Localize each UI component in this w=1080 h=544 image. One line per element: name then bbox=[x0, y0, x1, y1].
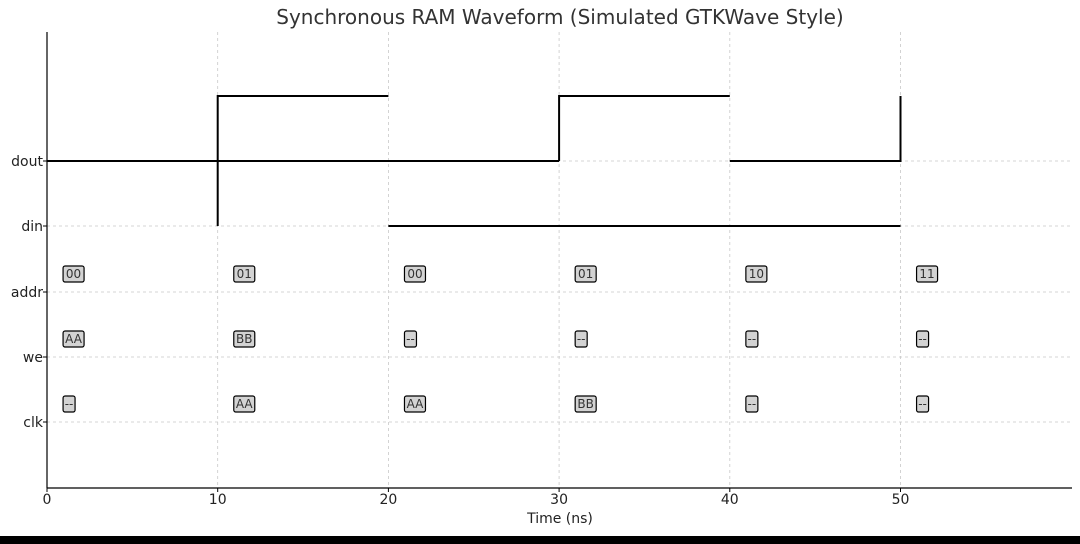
value-box-we: -- bbox=[403, 330, 418, 348]
value-box-addr: 11 bbox=[915, 265, 939, 283]
value-box-label: -- bbox=[748, 397, 757, 411]
value-box-rect bbox=[915, 395, 930, 413]
value-box-label: 00 bbox=[407, 267, 422, 281]
value-box-rect bbox=[403, 330, 418, 348]
value-box-label: AA bbox=[236, 397, 254, 411]
value-box-label: 01 bbox=[237, 267, 252, 281]
value-box-addr: 00 bbox=[62, 265, 85, 283]
value-box-addr: 01 bbox=[233, 265, 256, 283]
value-box-rect bbox=[915, 330, 930, 348]
value-box-label: AA bbox=[65, 332, 83, 346]
value-box-we: -- bbox=[745, 330, 759, 348]
value-box-label: 10 bbox=[749, 267, 764, 281]
chart-title: Synchronous RAM Waveform (Simulated GTKW… bbox=[276, 5, 843, 29]
value-box-clk: AA bbox=[233, 395, 256, 413]
value-box-rect bbox=[745, 330, 759, 348]
value-boxes: 00 01 00 01 10 11 AA BB -- -- -- -- -- AA AA BB -- -- bbox=[62, 265, 939, 413]
signal-trace-dout bbox=[47, 95, 389, 162]
y-tick-label-din: din bbox=[21, 219, 43, 235]
value-box-we: AA bbox=[62, 330, 85, 348]
value-box-rect bbox=[915, 265, 939, 283]
value-box-rect bbox=[233, 330, 256, 348]
x-tick-label: 10 bbox=[209, 492, 227, 508]
y-tick-label-clk: clk bbox=[23, 415, 44, 431]
value-box-label: 11 bbox=[919, 267, 934, 281]
value-box-rect bbox=[233, 395, 256, 413]
value-box-label: 00 bbox=[66, 267, 81, 281]
x-tick-label: 40 bbox=[721, 492, 739, 508]
x-axis-label: Time (ns) bbox=[526, 511, 593, 527]
value-box-we: BB bbox=[233, 330, 256, 348]
value-box-addr: 01 bbox=[574, 265, 597, 283]
value-box-rect bbox=[233, 265, 256, 283]
value-box-we: -- bbox=[915, 330, 930, 348]
value-box-clk: -- bbox=[62, 395, 76, 413]
y-tick-labels: dout din addr we clk bbox=[11, 154, 47, 431]
x-tick-label: 20 bbox=[379, 492, 397, 508]
y-tick-label-addr: addr bbox=[11, 285, 43, 301]
value-box-label: 01 bbox=[578, 267, 593, 281]
value-box-clk: AA bbox=[403, 395, 427, 413]
value-box-rect bbox=[745, 395, 759, 413]
value-box-label: AA bbox=[407, 397, 425, 411]
signal-trace-dout bbox=[558, 95, 730, 161]
signal-traces bbox=[47, 95, 902, 227]
value-box-label: BB bbox=[577, 397, 593, 411]
value-box-rect bbox=[403, 265, 427, 283]
value-box-label: -- bbox=[918, 332, 927, 346]
value-box-rect bbox=[574, 330, 588, 348]
value-box-rect bbox=[62, 265, 85, 283]
value-box-rect bbox=[745, 265, 768, 283]
x-tick-labels: 0 10 20 30 40 50 bbox=[43, 488, 910, 508]
value-box-addr: 00 bbox=[403, 265, 427, 283]
value-box-label: -- bbox=[406, 332, 415, 346]
value-box-clk: -- bbox=[915, 395, 930, 413]
x-tick-label: 30 bbox=[550, 492, 568, 508]
value-box-label: -- bbox=[577, 332, 586, 346]
value-box-we: -- bbox=[574, 330, 588, 348]
value-box-rect bbox=[62, 395, 76, 413]
x-tick-label: 0 bbox=[43, 492, 52, 508]
value-box-clk: BB bbox=[574, 395, 597, 413]
signal-trace-dout bbox=[729, 96, 902, 162]
value-box-addr: 10 bbox=[745, 265, 768, 283]
value-box-label: -- bbox=[65, 397, 74, 411]
value-box-clk: -- bbox=[745, 395, 759, 413]
value-box-label: BB bbox=[236, 332, 252, 346]
x-tick-label: 50 bbox=[892, 492, 910, 508]
value-box-rect bbox=[574, 265, 597, 283]
value-box-rect bbox=[62, 330, 85, 348]
y-tick-label-dout: dout bbox=[11, 154, 43, 170]
value-box-rect bbox=[574, 395, 597, 413]
y-tick-label-we: we bbox=[23, 350, 43, 366]
value-box-label: -- bbox=[918, 397, 927, 411]
value-box-label: -- bbox=[748, 332, 757, 346]
value-box-rect bbox=[403, 395, 427, 413]
